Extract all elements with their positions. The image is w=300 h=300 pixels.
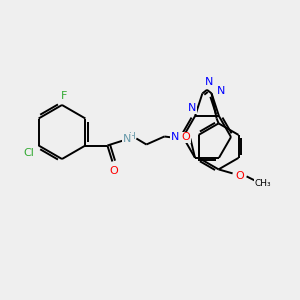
Text: N: N bbox=[171, 132, 179, 142]
Text: N: N bbox=[205, 77, 213, 87]
Text: H: H bbox=[128, 132, 135, 141]
Text: CH₃: CH₃ bbox=[254, 179, 271, 188]
Text: O: O bbox=[181, 133, 190, 142]
Text: F: F bbox=[61, 91, 67, 101]
Text: N: N bbox=[216, 86, 225, 96]
Text: O: O bbox=[235, 171, 244, 182]
Text: Cl: Cl bbox=[23, 148, 34, 158]
Text: N: N bbox=[123, 134, 132, 143]
Text: N: N bbox=[188, 103, 196, 113]
Text: O: O bbox=[109, 166, 118, 176]
